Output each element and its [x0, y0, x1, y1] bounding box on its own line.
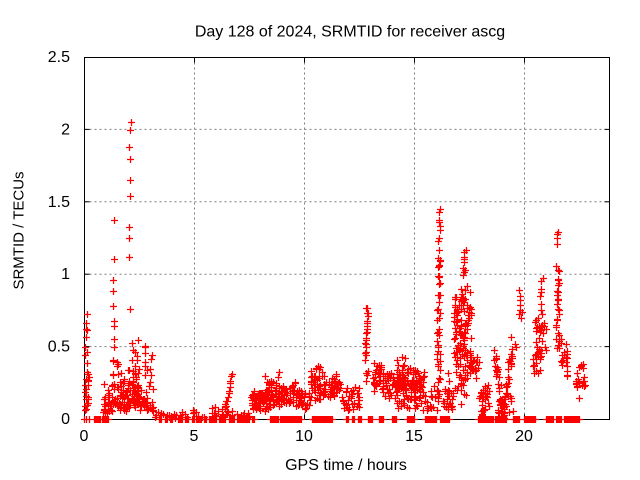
svg-text:10: 10	[295, 428, 313, 445]
svg-text:2.5: 2.5	[48, 49, 70, 66]
svg-text:Day 128 of 2024, SRMTID for re: Day 128 of 2024, SRMTID for receiver asc…	[195, 24, 505, 41]
svg-text:15: 15	[405, 428, 423, 445]
svg-text:0: 0	[61, 411, 70, 428]
svg-text:1: 1	[61, 266, 70, 283]
svg-text:GPS time / hours: GPS time / hours	[285, 457, 407, 474]
svg-text:1.5: 1.5	[48, 194, 70, 211]
svg-text:0.5: 0.5	[48, 339, 70, 356]
svg-text:5: 5	[190, 428, 199, 445]
svg-text:SRMTID / TECUs: SRMTID / TECUs	[11, 171, 28, 289]
svg-text:0: 0	[80, 428, 89, 445]
svg-text:2: 2	[61, 121, 70, 138]
svg-text:20: 20	[515, 428, 533, 445]
